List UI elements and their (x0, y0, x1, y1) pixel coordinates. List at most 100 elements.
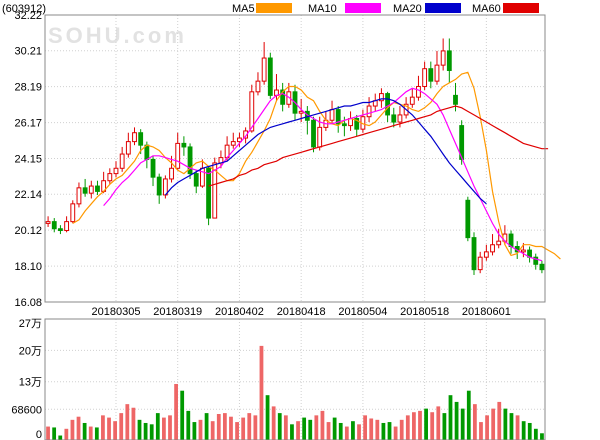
volume-bar (369, 418, 374, 440)
x-tick-label: 20180402 (215, 306, 264, 318)
volume-bar (436, 406, 441, 440)
candle (113, 161, 119, 178)
volume-y-tick-label: 13万 (19, 377, 42, 389)
candle-body (64, 221, 70, 232)
volume-bar (88, 426, 93, 440)
volume-bar (162, 417, 166, 440)
candle (428, 61, 434, 89)
x-tick-label: 20180418 (277, 306, 326, 318)
volume-y-tick-label: 27万 (19, 318, 42, 330)
ma-line-ma5 (72, 71, 561, 260)
candle (261, 42, 267, 85)
volume-bar (277, 413, 282, 440)
candle-body (311, 119, 316, 148)
volume-bar (412, 412, 416, 440)
volume-bar (247, 413, 252, 440)
volume-y-tick-label: 68600 (11, 404, 42, 416)
candle-body (286, 91, 292, 105)
x-tick-label: 20180319 (153, 306, 202, 318)
candle-body (82, 187, 88, 194)
candle (45, 216, 51, 227)
volume-bar (375, 419, 380, 440)
candle (88, 180, 94, 199)
volume-bar (107, 417, 111, 440)
watermark: SOHU.com (48, 23, 187, 48)
candle (206, 166, 211, 226)
candle-body (255, 80, 261, 93)
volume-bar (94, 427, 99, 440)
candle (76, 182, 82, 208)
candle-body (175, 142, 181, 169)
volume-bar (387, 422, 392, 440)
candle (187, 143, 193, 179)
candle (125, 132, 131, 158)
price-y-tick-label: 28.19 (14, 82, 42, 94)
candle (82, 178, 88, 197)
candle-body (335, 109, 341, 125)
legend-label-ma10: MA10 (308, 3, 337, 15)
candle-body (434, 64, 440, 82)
ma-line-ma20 (164, 98, 487, 205)
volume-bar (235, 422, 239, 440)
volume-bar (491, 408, 496, 440)
candle-body (397, 114, 403, 123)
volume-bar (204, 413, 209, 440)
candle-body (58, 228, 63, 232)
candle-body (416, 85, 421, 98)
candle (193, 170, 199, 194)
candle-body (187, 146, 193, 175)
candle-body (490, 244, 495, 253)
legend-label-ma20: MA20 (393, 3, 422, 15)
price-panel-frame (44, 14, 546, 303)
candle (539, 260, 545, 274)
candle (280, 82, 286, 112)
volume-bar (527, 422, 532, 440)
candle (175, 132, 181, 171)
candle-body (354, 117, 360, 130)
candle (409, 88, 415, 108)
candle (95, 180, 100, 195)
volume-bar (143, 422, 148, 440)
candle-body (113, 167, 119, 175)
volume-bar (448, 395, 453, 440)
candle (465, 196, 471, 242)
volume-bar (314, 415, 319, 440)
price-y-tick-label: 16.08 (14, 297, 42, 309)
candle-body (144, 144, 150, 160)
volume-bar (210, 421, 215, 440)
candle-body (477, 256, 483, 271)
volume-bar (222, 413, 227, 440)
legend-label-ma5: MA5 (232, 3, 255, 15)
volume-bar (442, 413, 447, 440)
volume-bar (302, 417, 307, 440)
volume-bar (64, 428, 69, 440)
candle-body (193, 173, 199, 187)
volume-bar (503, 408, 508, 440)
candle-body (453, 94, 458, 105)
volume-bar (326, 422, 331, 440)
candle-body (391, 114, 397, 123)
volume-bar (466, 390, 471, 440)
candle (169, 155, 174, 183)
volume-bar (533, 428, 538, 440)
volume-bar (180, 390, 185, 440)
volume-bar (259, 345, 264, 440)
candle (150, 155, 156, 187)
volume-bar (393, 426, 398, 440)
volume-bar (338, 422, 343, 440)
candle-body (317, 126, 323, 148)
candle-body (138, 132, 144, 146)
x-tick-label: 20180601 (462, 306, 511, 318)
volume-bar (241, 417, 246, 440)
candle-body (76, 187, 82, 205)
candle (416, 75, 421, 101)
candle (335, 106, 341, 133)
candle (267, 52, 273, 99)
volume-bar (265, 395, 270, 440)
price-y-tick-label: 20.12 (14, 225, 42, 237)
candle (132, 127, 137, 146)
candle (107, 168, 113, 185)
candle (51, 218, 57, 233)
volume-bar (497, 401, 502, 440)
candle (434, 50, 440, 85)
